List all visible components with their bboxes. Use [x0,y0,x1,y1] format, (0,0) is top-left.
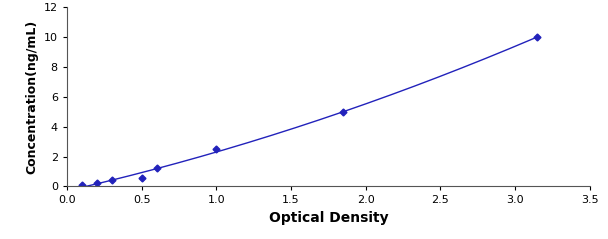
X-axis label: Optical Density: Optical Density [269,211,388,225]
Y-axis label: Concentration(ng/mL): Concentration(ng/mL) [25,20,38,174]
